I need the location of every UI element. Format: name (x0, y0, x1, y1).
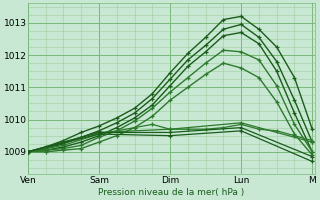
X-axis label: Pression niveau de la mer( hPa ): Pression niveau de la mer( hPa ) (99, 188, 245, 197)
